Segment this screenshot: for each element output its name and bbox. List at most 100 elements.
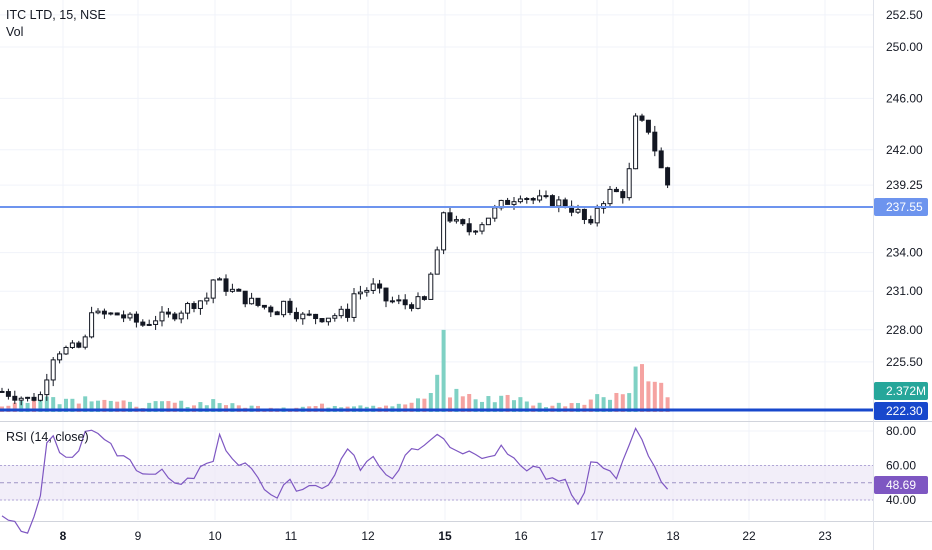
volume-bar <box>108 400 113 412</box>
candle-body <box>537 195 543 201</box>
volume-bar <box>416 398 420 412</box>
volume-bar <box>396 403 401 412</box>
volume-bar <box>57 404 62 412</box>
candle-body <box>185 303 191 314</box>
time-tick-label: 16 <box>514 529 528 543</box>
volume-bar <box>454 388 459 412</box>
volume-bar <box>320 403 324 412</box>
axis-badges: 237.55 2.372M 222.30 48.69 <box>874 198 928 495</box>
candle-body <box>607 188 613 205</box>
price-tick-label: 228.00 <box>886 323 923 337</box>
candle-body <box>153 320 159 325</box>
rsi-axis[interactable]: 80.00 60.00 40.00 <box>886 424 916 507</box>
price-tick-label: 252.50 <box>886 8 923 22</box>
volume-bar <box>556 402 561 412</box>
candle-body <box>223 278 229 292</box>
time-tick-label: 8 <box>60 529 67 543</box>
candle-body <box>121 314 127 319</box>
candle-body <box>511 201 517 205</box>
volume-bar <box>172 402 177 412</box>
candle-body <box>165 311 171 315</box>
candle-body <box>57 353 63 361</box>
candle-body <box>396 299 402 302</box>
price-tick-label: 250.00 <box>886 40 923 54</box>
volume-bar <box>147 402 152 412</box>
candle-body <box>69 342 75 348</box>
candle-body <box>665 167 671 186</box>
time-tick-label: 23 <box>818 529 832 543</box>
time-tick-label: 17 <box>590 529 604 543</box>
candle-body <box>377 283 383 289</box>
candle-body <box>217 278 223 281</box>
volume-bar <box>614 392 619 412</box>
candle-body <box>31 396 37 401</box>
price-tick-label: 225.50 <box>886 355 923 369</box>
time-axis[interactable]: 8 9 10 11 12 15 16 17 18 22 23 <box>60 529 832 543</box>
volume-bar <box>569 403 574 412</box>
rsi-legend[interactable]: RSI (14, close) <box>6 430 89 444</box>
candle-body <box>191 303 197 309</box>
hline-lower-badge-bg <box>874 402 928 420</box>
candle-body <box>466 223 472 233</box>
candle-body <box>12 395 18 401</box>
volume-bar <box>51 397 56 412</box>
volume-bar <box>83 396 88 412</box>
candle-body <box>626 168 632 199</box>
candle-body <box>197 300 203 309</box>
volume-bar <box>486 396 491 412</box>
rsi-badge-bg <box>874 476 928 495</box>
volume-bar <box>121 400 126 412</box>
candle-body <box>588 219 594 224</box>
candle-body <box>562 199 568 207</box>
volume-bar <box>32 398 36 412</box>
volume-bar <box>588 399 593 412</box>
volume-bar <box>576 403 580 412</box>
candle-body <box>524 198 530 201</box>
candle-body <box>76 342 82 348</box>
candle-body <box>89 312 95 338</box>
candle-body <box>338 308 344 317</box>
candle-body <box>556 199 562 207</box>
rsi-tick-label: 60.00 <box>886 459 916 473</box>
candle-body <box>402 299 408 306</box>
candle-body <box>351 293 357 318</box>
candle-body <box>517 198 523 203</box>
price-candles <box>0 113 671 406</box>
candle-body <box>300 313 306 320</box>
volume-legend[interactable]: Vol <box>6 25 24 39</box>
candle-body <box>601 203 607 209</box>
candle-body <box>505 199 511 205</box>
rsi-tick-label: 40.00 <box>886 493 916 507</box>
candle-body <box>274 311 280 316</box>
candle-body <box>460 219 466 225</box>
volume-bar <box>646 381 651 412</box>
horizontal-lines[interactable] <box>0 206 873 412</box>
candle-body <box>383 287 389 302</box>
volume-badge: 2.372M <box>886 384 926 398</box>
volume-bar <box>537 402 542 412</box>
volume-bar <box>230 403 235 412</box>
candle-body <box>236 288 242 292</box>
price-axis[interactable]: 252.50 250.00 246.00 242.00 239.25 234.00 231.… <box>886 8 923 369</box>
rsi-badge: 48.69 <box>886 478 916 492</box>
candle-body <box>594 207 600 224</box>
candle-body <box>37 394 43 401</box>
candle-body <box>479 224 485 232</box>
candle-body <box>50 359 56 381</box>
rsi-line <box>1 427 669 534</box>
candle-body <box>178 312 184 320</box>
volume-bar <box>153 401 158 412</box>
price-tick-label: 234.00 <box>886 246 923 260</box>
symbol-legend[interactable]: ITC LTD, 15, NSE <box>6 8 106 22</box>
time-tick-label: 18 <box>666 529 680 543</box>
volume-bar <box>448 397 452 412</box>
volume-bar <box>582 404 587 412</box>
price-tick-label: 239.25 <box>886 178 923 192</box>
candle-body <box>0 390 5 393</box>
volume-bar <box>422 398 427 412</box>
candle-body <box>639 115 645 121</box>
volume-bar <box>524 401 529 412</box>
volume-bar <box>19 401 24 412</box>
